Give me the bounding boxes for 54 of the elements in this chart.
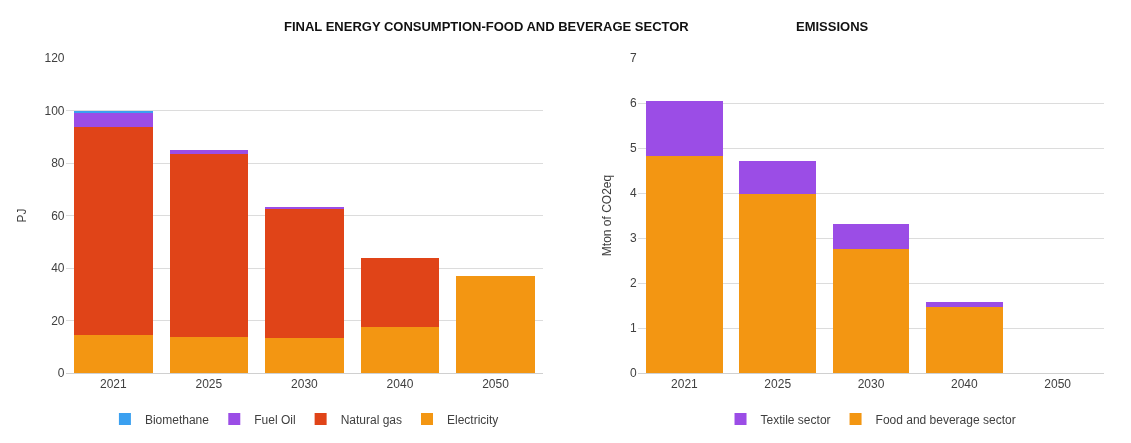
x-tick-label: 2025 bbox=[764, 377, 792, 392]
bar bbox=[265, 338, 344, 373]
y-tick-label: 20 bbox=[51, 313, 65, 328]
bar bbox=[169, 337, 249, 373]
y-tick-label: 6 bbox=[630, 96, 638, 111]
y-tick-label: 3 bbox=[630, 231, 638, 246]
bar bbox=[456, 275, 535, 373]
bar bbox=[74, 334, 153, 373]
bar bbox=[265, 208, 344, 339]
bar bbox=[74, 112, 153, 128]
legend-label: Fuel Oil bbox=[254, 412, 296, 427]
bar bbox=[74, 127, 153, 335]
y-tick-label: 0 bbox=[57, 366, 65, 381]
bar bbox=[739, 193, 816, 373]
y-tick-label: 5 bbox=[630, 141, 638, 156]
bar bbox=[739, 161, 816, 194]
x-tick-label: 2050 bbox=[482, 377, 510, 392]
y-tick-label: 1 bbox=[630, 321, 638, 336]
bar bbox=[832, 248, 910, 373]
y-tick-label: 80 bbox=[51, 156, 65, 171]
y-axis-title: Mton of CO2eq bbox=[600, 174, 615, 257]
legend-label: Natural gas bbox=[340, 412, 402, 427]
chart-title: EMISSIONS bbox=[796, 19, 869, 34]
bar bbox=[360, 258, 440, 328]
bar bbox=[832, 223, 910, 249]
x-tick-label: 2030 bbox=[291, 377, 319, 392]
y-tick-label: 120 bbox=[44, 51, 65, 66]
bar bbox=[926, 307, 1003, 373]
y-tick-label: 60 bbox=[51, 208, 65, 223]
x-tick-label: 2021 bbox=[671, 377, 699, 392]
y-tick-label: 100 bbox=[44, 103, 65, 118]
x-tick-label: 2021 bbox=[99, 377, 127, 392]
x-tick-label: 2025 bbox=[195, 377, 223, 392]
y-tick-label: 7 bbox=[630, 51, 638, 66]
y-tick-label: 40 bbox=[51, 261, 65, 276]
legend-label: Textile sector bbox=[760, 412, 831, 427]
x-tick-label: 2030 bbox=[857, 377, 885, 392]
chart-title: FINAL ENERGY CONSUMPTION-FOOD AND BEVERAGE SECTOR bbox=[284, 19, 690, 34]
legend-label: Biomethane bbox=[144, 412, 210, 427]
x-tick-label: 2040 bbox=[950, 377, 979, 392]
bar bbox=[360, 327, 440, 373]
y-axis-title: PJ bbox=[14, 208, 29, 223]
y-tick-label: 4 bbox=[630, 186, 638, 201]
legend-label: Electricity bbox=[447, 412, 499, 427]
bar bbox=[169, 150, 249, 155]
x-tick-label: 2040 bbox=[386, 377, 414, 392]
bar bbox=[926, 302, 1003, 308]
legend-label: Food and beverage sector bbox=[875, 412, 1016, 427]
x-tick-label: 2050 bbox=[1044, 377, 1072, 392]
bar bbox=[169, 154, 249, 338]
y-tick-label: 0 bbox=[630, 366, 638, 381]
y-tick-label: 2 bbox=[630, 276, 638, 291]
bar bbox=[646, 156, 723, 373]
bar bbox=[646, 100, 723, 157]
